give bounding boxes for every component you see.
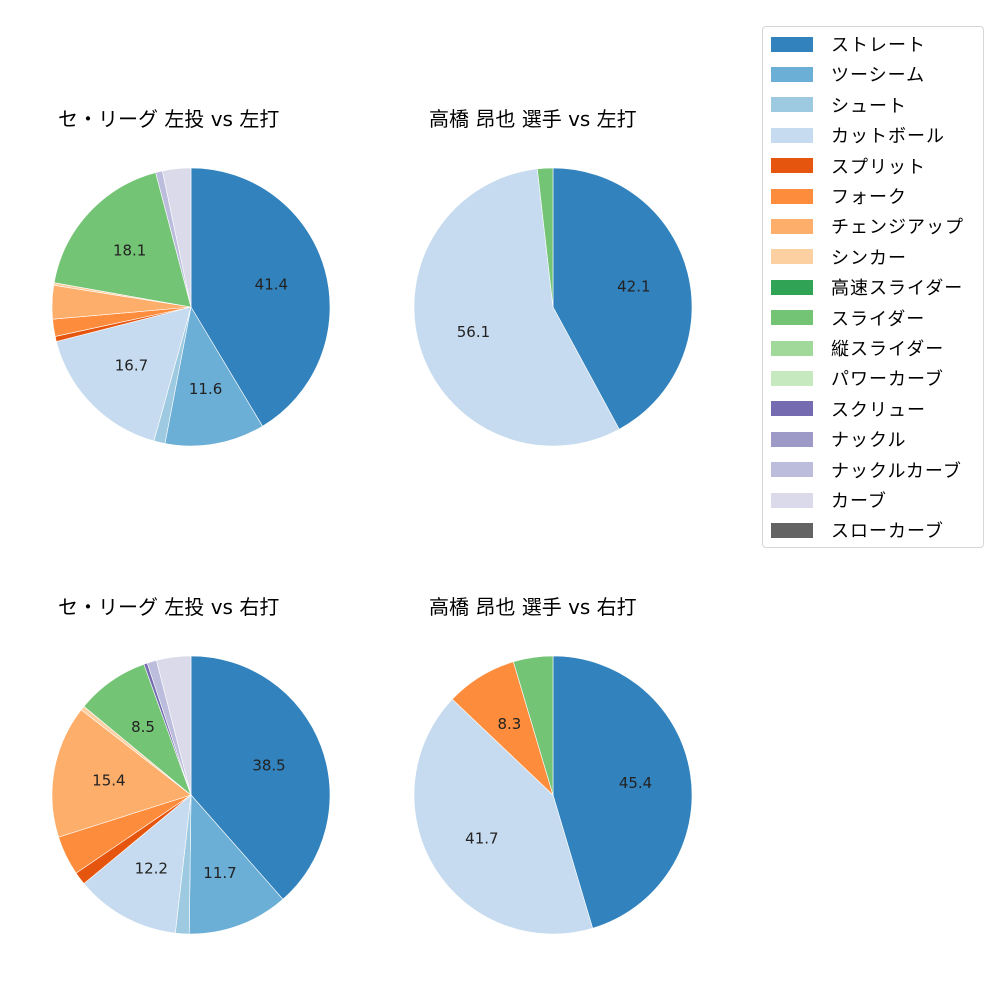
slice-label: 16.7 bbox=[115, 356, 148, 374]
legend-swatch bbox=[771, 462, 813, 478]
legend-label: シュート bbox=[831, 95, 907, 117]
legend-item: スローカーブ bbox=[771, 518, 944, 542]
legend-swatch bbox=[771, 401, 813, 417]
legend-swatch bbox=[771, 218, 813, 234]
slice-label: 38.5 bbox=[252, 757, 285, 775]
legend-swatch bbox=[771, 492, 813, 508]
pie-slice bbox=[552, 655, 693, 929]
slice-label: 11.7 bbox=[203, 864, 236, 882]
pie-slice bbox=[190, 655, 331, 900]
legend-swatch bbox=[771, 97, 813, 113]
pie-slice bbox=[413, 168, 620, 447]
legend-label: ツーシーム bbox=[831, 65, 926, 87]
legend-swatch bbox=[771, 310, 813, 326]
legend-label: シンカー bbox=[831, 247, 907, 269]
slice-label: 15.4 bbox=[92, 771, 125, 789]
legend-item: パワーカーブ bbox=[771, 366, 944, 390]
legend-label: カーブ bbox=[831, 491, 887, 512]
chart-title-player-vs-right: 高橋 昂也 選手 vs 右打 bbox=[429, 595, 637, 619]
legend-swatch bbox=[771, 279, 813, 295]
legend-swatch bbox=[771, 66, 813, 82]
legend-label: スプリット bbox=[831, 156, 926, 178]
pie-slice bbox=[156, 655, 192, 796]
legend-label: 高速スライダー bbox=[831, 278, 964, 300]
legend-swatch bbox=[771, 249, 813, 265]
pie-slice bbox=[190, 167, 331, 427]
pie-slice bbox=[413, 698, 593, 935]
legend-label: スライダー bbox=[831, 308, 926, 330]
pie-slice bbox=[552, 167, 693, 430]
legend-swatch bbox=[771, 36, 813, 52]
slice-label: 12.2 bbox=[135, 859, 168, 877]
pie-slice bbox=[188, 794, 284, 935]
legend-label: パワーカーブ bbox=[831, 369, 944, 391]
legend-label: スクリュー bbox=[831, 399, 926, 421]
slice-label: 45.4 bbox=[619, 774, 652, 792]
pie-slice bbox=[536, 167, 554, 308]
legend-item: スライダー bbox=[771, 306, 925, 330]
slice-label: 56.1 bbox=[457, 323, 490, 341]
legend-label: ナックル bbox=[831, 430, 907, 452]
legend-item: カットボール bbox=[771, 123, 945, 147]
slice-label: 42.1 bbox=[617, 278, 650, 296]
slice-label: 8.3 bbox=[497, 715, 521, 733]
pie-slice bbox=[162, 167, 192, 308]
legend-item: スクリュー bbox=[771, 397, 926, 421]
legend-swatch bbox=[771, 522, 813, 538]
legend-item: ツーシーム bbox=[771, 62, 925, 86]
legend-item: 高速スライダー bbox=[771, 275, 963, 299]
pie-slice bbox=[53, 172, 192, 308]
legend-label: スローカーブ bbox=[831, 521, 944, 543]
legend-swatch bbox=[771, 158, 813, 174]
slice-label: 41.7 bbox=[465, 830, 498, 848]
legend-item: シンカー bbox=[771, 245, 907, 269]
legend-label: ストレート bbox=[831, 35, 926, 56]
legend-item: スプリット bbox=[771, 154, 926, 178]
legend-item: チェンジアップ bbox=[771, 214, 964, 238]
legend-label: 縦スライダー bbox=[831, 339, 945, 360]
legend: ストレートツーシームシュートカットボール スプリットフォークチェンジアップ シンカー… bbox=[762, 26, 984, 548]
pie-slice bbox=[513, 655, 554, 796]
legend-label: チェンジアップ bbox=[831, 217, 964, 239]
legend-item: シュート bbox=[771, 93, 907, 117]
slice-label: 8.5 bbox=[131, 718, 155, 736]
legend-swatch bbox=[771, 340, 813, 356]
legend-item: ナックル bbox=[771, 427, 906, 451]
legend-label: ナックルカーブ bbox=[831, 460, 962, 482]
legend-item: ナックルカーブ bbox=[771, 458, 962, 482]
pie-slice bbox=[83, 794, 192, 934]
legend-item: ストレート bbox=[771, 32, 926, 56]
slice-label: 41.4 bbox=[255, 276, 288, 294]
legend-label: フォーク bbox=[831, 187, 907, 208]
legend-item: カーブ bbox=[771, 488, 887, 512]
legend-label: カットボール bbox=[831, 126, 945, 148]
legend-swatch bbox=[771, 188, 813, 204]
legend-swatch bbox=[771, 127, 813, 143]
pie-slice bbox=[51, 709, 192, 838]
pie-slice bbox=[56, 306, 192, 442]
slice-label: 18.1 bbox=[113, 241, 146, 259]
legend-item: フォーク bbox=[771, 184, 907, 208]
pie-slice bbox=[164, 306, 263, 447]
chart-title-player-vs-left: 高橋 昂也 選手 vs 左打 bbox=[429, 107, 637, 131]
legend-swatch bbox=[771, 370, 813, 386]
legend-swatch bbox=[771, 431, 813, 447]
legend-item: 縦スライダー bbox=[771, 336, 944, 360]
chart-title-league-vs-right: セ・リーグ 左投 vs 右打 bbox=[58, 595, 280, 619]
chart-title-league-vs-left: セ・リーグ 左投 vs 左打 bbox=[58, 107, 280, 131]
slice-label: 11.6 bbox=[189, 380, 222, 398]
